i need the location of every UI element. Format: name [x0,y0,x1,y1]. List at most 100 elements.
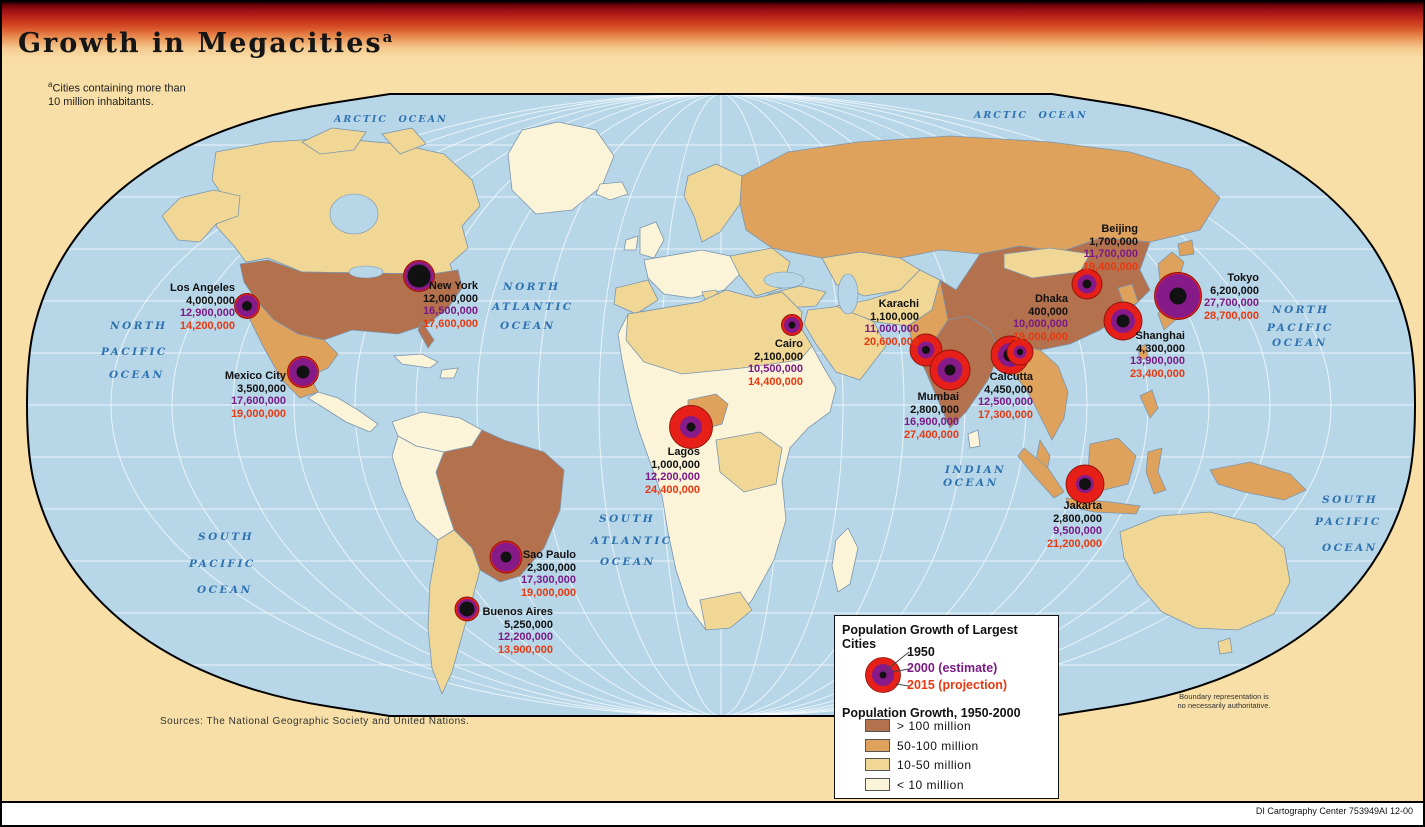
city-value-1950: 2,100,000 [754,350,803,363]
florida [417,321,435,349]
legend-row-label: 10-50 million [897,758,972,772]
legend-row-label: < 10 million [897,777,965,792]
city-value-2015: 14,200,000 [179,319,235,332]
page-title: Growth in Megacitiesa [18,28,393,59]
city-value-1950: 2,800,000 [1053,512,1102,525]
cuba [393,353,439,369]
city-value-1950: 1,000,000 [651,458,700,471]
city-value-2015: 27,400,000 [903,428,959,441]
city-label-mumbai: Mumbai 2,800,000 16,900,000 27,400,000 [809,391,959,441]
city-value-1950: 2,800,000 [910,403,959,416]
city-label-tokyo: Tokyo 6,200,000 27,700,000 28,700,000 [1109,272,1259,322]
city-label-mexico-city: Mexico City 3,500,000 17,600,000 19,000,000 [136,370,286,420]
dr-congo [715,431,783,493]
ocean-label-south-atlantic-ocean: ATLANTIC [591,535,673,547]
sources-note: Sources: The National Geographic Society… [160,716,470,727]
city-value-2000: 9,500,000 [1053,525,1102,537]
legend-cities-title: Population Growth of Largest Cities [842,623,1018,651]
ocean-label-south-pacific-ocean-east: PACIFIC [1315,516,1382,528]
new-zealand-south [1285,651,1305,677]
city-value-2000: 12,900,000 [179,307,235,319]
city-marker-beijing [1071,268,1103,300]
city-value-1950: 12,000,000 [422,292,478,305]
city-value-2015: 17,600,000 [422,317,478,330]
city-marker-new-york [403,260,435,292]
city-marker-shanghai [1103,301,1143,341]
legend-swatch [865,758,890,771]
legend-growth-title: Population Growth, 1950-2000 [842,706,1021,720]
city-name: Beijing [1101,223,1138,235]
city-value-2015: 28,700,000 [1203,309,1259,322]
sulawesi [1145,447,1167,495]
city-name: Sao Paulo [522,549,576,561]
ocean-label-north-atlantic-ocean: NORTH [503,281,561,293]
city-value-2015: 13,900,000 [497,643,553,656]
city-value-1950: 3,500,000 [237,382,286,395]
title-superscript: a [382,28,393,46]
city-label-los-angeles: Los Angeles 4,000,000 12,900,000 14,200,000 [85,282,235,332]
sumatra [1017,447,1065,499]
city-marker-tokyo [1154,272,1202,320]
city-value-2000: 17,600,000 [230,395,286,407]
city-value-2000: 16,900,000 [903,416,959,428]
continents [161,121,1319,696]
legend-growth-row: < 10 million [835,777,1060,795]
city-label-beijing: Beijing 1,700,000 11,700,000 19,400,000 [988,223,1138,273]
western-europe [643,249,743,299]
city-value-2015: 23,400,000 [1129,367,1185,380]
city-value-1950: 4,000,000 [186,294,235,307]
city-label-lagos: Lagos 1,000,000 12,200,000 24,400,000 [550,446,700,496]
legend-growth-row: > 100 million [835,719,1060,736]
ocean-label-north-atlantic-ocean: OCEAN [500,320,556,332]
city-name: Shanghai [1135,330,1185,342]
city-name: Dhaka [1034,293,1068,305]
city-label-sao-paulo: Sao Paulo 2,300,000 17,300,000 19,000,000 [426,549,576,599]
ocean-label-indian-ocean: INDIAN [945,464,1007,476]
footnote: aCities containing more than 10 million … [48,80,186,108]
ocean-label-north-atlantic-ocean: ATLANTIC [492,301,574,313]
city-value-2000: 11,700,000 [1083,248,1138,260]
country-greenland [507,121,615,215]
city-value-2015: 17,300,000 [977,408,1033,421]
city-value-2000: 17,300,000 [520,574,576,586]
country-alaska [161,189,241,243]
city-value-2015: 20,600,000 [863,335,919,348]
ocean-label-south-pacific-ocean-west: SOUTH [198,531,255,543]
hispaniola [439,367,459,379]
city-name: Mumbai [917,391,959,403]
city-value-1950: 1,100,000 [870,310,919,323]
taiwan [1137,343,1149,361]
city-value-1950: 5,250,000 [504,618,553,631]
city-name: Calcutta [989,371,1033,383]
ocean-label-south-pacific-ocean-east: SOUTH [1322,494,1379,506]
city-label-new-york: New York 12,000,000 16,500,000 17,600,000 [328,280,478,330]
scandinavia [683,163,743,243]
ireland [623,235,639,251]
city-value-2015: 19,400,000 [1082,260,1138,273]
city-label-calcutta: Calcutta 4,450,000 12,500,000 17,300,000 [883,371,1033,421]
arctic-islands [301,127,367,155]
city-value-2000: 12,200,000 [497,631,553,643]
city-name: Karachi [878,298,919,310]
iberia [613,279,659,315]
city-label-buenos-aires: Buenos Aires 5,250,000 12,200,000 13,900,00… [403,606,553,656]
city-name: Jakarta [1063,500,1102,512]
legend-row-label: > 100 million [897,719,972,733]
city-value-1950: 1,700,000 [1089,235,1138,248]
city-value-2000: 10,500,000 [747,363,803,375]
city-value-1950: 2,300,000 [527,561,576,574]
ocean-label-south-atlantic-ocean: OCEAN [600,556,656,568]
red-gradient-bar [2,2,1423,72]
city-marker-mexico-city [287,356,319,388]
city-name: Mexico City [224,370,286,382]
ocean-label-south-atlantic-ocean: SOUTH [599,513,656,525]
city-marker-dhaka [1006,338,1034,366]
city-value-2015: 21,200,000 [1046,537,1102,550]
legend-row-label: 50-100 million [897,738,979,753]
city-value-2015: 14,400,000 [747,375,803,388]
city-label-dhaka: Dhaka 400,000 10,000,000 19,000,000 [918,293,1068,343]
tasmania [1217,637,1233,655]
city-markers [234,260,1202,622]
arctic-islands-2 [381,127,427,155]
